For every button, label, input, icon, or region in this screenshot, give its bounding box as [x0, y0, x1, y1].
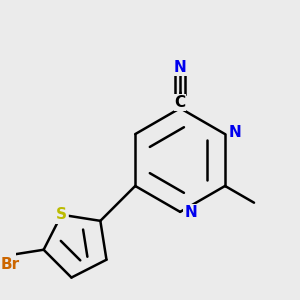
Text: S: S	[56, 207, 67, 222]
Text: N: N	[174, 60, 187, 75]
Text: N: N	[229, 125, 242, 140]
Text: C: C	[175, 95, 186, 110]
Text: Br: Br	[1, 256, 20, 272]
Text: N: N	[184, 205, 197, 220]
